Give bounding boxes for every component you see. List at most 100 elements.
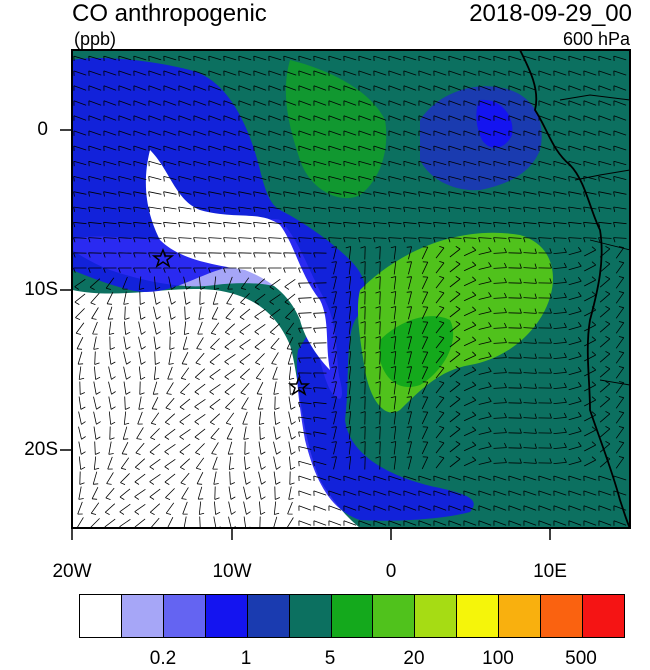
wind-barb [553, 206, 567, 212]
wind-barb [79, 471, 85, 485]
wind-barb [523, 308, 537, 314]
wind-barb [449, 246, 461, 258]
wind-barb [553, 382, 567, 389]
wind-barb [139, 291, 145, 305]
wind-barb [523, 323, 537, 329]
wind-barb [178, 130, 192, 136]
wind-barb [182, 501, 188, 515]
wind-barb [78, 426, 86, 440]
wind-barb [138, 366, 146, 380]
wind-barb [523, 413, 537, 419]
wind-barb [103, 85, 117, 91]
wind-barb [421, 366, 429, 380]
wind-barb [328, 475, 342, 482]
wind-barb [124, 306, 130, 320]
wind-barb [418, 206, 432, 212]
wind-barb [493, 237, 507, 243]
wind-barb [153, 321, 161, 335]
wind-barb [463, 351, 477, 362]
wind-barb [553, 367, 567, 374]
wind-barb [433, 55, 447, 62]
wind-barb [523, 263, 537, 269]
wind-barb [388, 100, 402, 106]
wind-barb [88, 252, 102, 258]
wind-barb [493, 55, 507, 62]
wind-barb [163, 130, 177, 136]
wind-barb [178, 252, 192, 258]
wind-barb [478, 176, 492, 182]
wind-barb [208, 115, 222, 121]
country-borders [559, 94, 630, 386]
wind-barb [238, 145, 252, 152]
wind-barb [406, 456, 412, 470]
wind-barb [343, 176, 357, 182]
wind-barb [388, 191, 402, 197]
wind-barb [73, 85, 87, 91]
wind-barb [358, 176, 372, 182]
wind-barb [449, 411, 461, 423]
wind-barb [538, 55, 552, 62]
wind-barb [73, 115, 87, 121]
wind-barb [298, 130, 312, 136]
wind-barb [433, 520, 447, 526]
wind-barb [358, 100, 372, 106]
wind-barb [195, 443, 205, 455]
wind-barb [421, 321, 429, 335]
wind-barb [448, 221, 462, 228]
wind-barb [163, 191, 177, 197]
wind-barb [331, 366, 337, 380]
wind-barb [375, 246, 381, 260]
wind-barb [223, 70, 237, 76]
wind-barb [478, 130, 492, 136]
wind-barb [133, 252, 147, 258]
wind-barb [178, 85, 192, 91]
wind-barb [74, 293, 86, 305]
wind-barb [121, 442, 129, 455]
wind-barb [163, 85, 177, 91]
wind-barb [388, 475, 402, 482]
wind-barb [178, 267, 192, 273]
wind-barb [523, 237, 537, 243]
wind-barb [243, 486, 251, 500]
wind-barb [523, 353, 537, 359]
wind-barb [406, 246, 412, 260]
wind-barb [88, 145, 102, 152]
wind-barb [223, 100, 237, 106]
wind-barb [298, 446, 312, 452]
wind-barb [553, 130, 567, 136]
wind-barb [463, 160, 477, 167]
colorbar-swatch [541, 595, 584, 637]
plot-title: CO anthropogenic [72, 0, 267, 27]
wind-barb [538, 206, 552, 212]
wind-barb [150, 517, 160, 528]
wind-barb [418, 475, 432, 482]
wind-barb [615, 396, 625, 409]
wind-barb [238, 85, 252, 91]
wind-barb [343, 145, 357, 152]
wind-barb [390, 321, 397, 335]
wind-barb [76, 517, 84, 528]
wind-barb [583, 206, 597, 212]
wind-barb [103, 206, 117, 212]
wind-barb [268, 55, 282, 62]
wind-barb [375, 291, 381, 305]
wind-barb [523, 85, 537, 91]
wind-barb [390, 276, 397, 290]
wind-barb [209, 398, 221, 410]
wind-barb [345, 246, 352, 260]
wind-barb [463, 206, 477, 212]
wind-barb [149, 503, 161, 515]
wind-barb [584, 366, 597, 377]
wind-barb [138, 321, 146, 335]
wind-barb [463, 490, 477, 496]
wind-barb [242, 411, 248, 425]
wind-barb [523, 443, 537, 449]
wind-barb [343, 206, 357, 212]
wind-barb [613, 115, 627, 121]
wind-barb [584, 261, 597, 272]
wind-barb [243, 501, 251, 515]
wind-barb [133, 160, 147, 167]
wind-barb [388, 206, 402, 212]
wind-barb [390, 426, 397, 440]
wind-barb [283, 237, 297, 243]
